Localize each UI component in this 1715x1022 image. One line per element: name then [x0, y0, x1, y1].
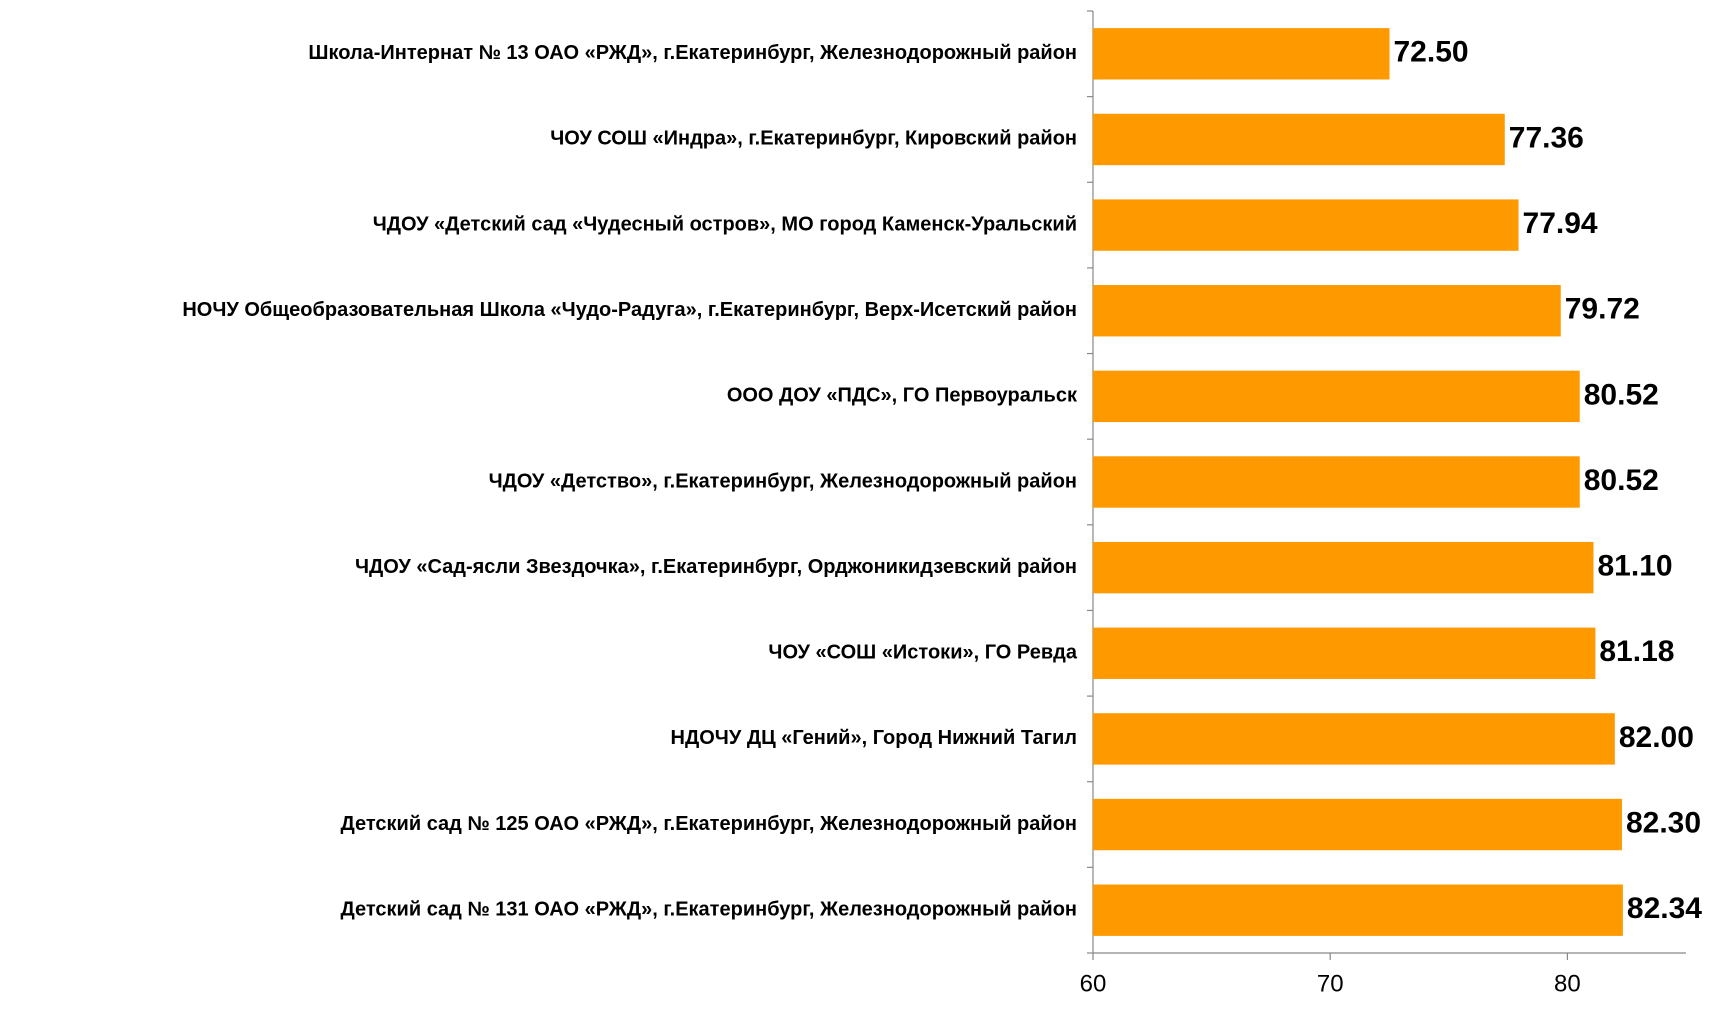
bar	[1093, 627, 1596, 679]
value-label: 80.52	[1584, 378, 1659, 411]
bar	[1093, 285, 1561, 337]
bar	[1093, 456, 1580, 508]
bar	[1093, 884, 1623, 936]
bar	[1093, 28, 1390, 80]
value-label: 82.34	[1627, 892, 1702, 925]
bar	[1093, 113, 1505, 166]
value-label: 77.94	[1523, 207, 1598, 240]
value-label: 77.36	[1509, 121, 1584, 154]
category-label: Детский сад № 131 ОАО «РЖД», г.Екатеринб…	[341, 898, 1077, 920]
value-label: 82.00	[1619, 721, 1694, 754]
value-label: 81.10	[1597, 550, 1672, 583]
category-label: ЧДОУ «Детский сад «Чудесный остров», МО …	[373, 213, 1077, 235]
category-label: ЧДОУ «Детство», г.Екатеринбург, Железнод…	[489, 470, 1077, 492]
bar	[1093, 370, 1580, 423]
category-label: ЧОУ «СОШ «Истоки», ГО Ревда	[768, 642, 1077, 664]
category-label: Детский сад № 125 ОАО «РЖД», г.Екатеринб…	[341, 813, 1077, 835]
value-label: 79.72	[1565, 293, 1640, 326]
value-label: 72.50	[1394, 36, 1469, 69]
x-tick-label: 80	[1554, 970, 1581, 997]
value-label: 81.18	[1599, 635, 1674, 668]
category-label: ООО ДОУ «ПДС», ГО Первоуральск	[727, 385, 1078, 407]
category-label: Школа-Интернат № 13 ОАО «РЖД», г.Екатери…	[308, 42, 1077, 64]
bar	[1093, 199, 1519, 251]
category-label: НДОЧУ ДЦ «Гений», Город Нижний Тагил	[671, 727, 1077, 749]
bar	[1093, 541, 1594, 594]
bar	[1093, 798, 1622, 851]
category-label: ЧОУ СОШ «Индра», г.Екатеринбург, Кировск…	[550, 128, 1077, 150]
value-label: 82.30	[1626, 806, 1701, 839]
x-tick-label: 70	[1317, 970, 1344, 997]
bar	[1093, 713, 1615, 765]
value-label: 80.52	[1584, 464, 1659, 497]
x-tick-label: 60	[1080, 970, 1107, 997]
category-label: НОЧУ Общеобразовательная Школа «Чудо-Рад…	[182, 299, 1077, 321]
category-label: ЧДОУ «Сад-ясли Звездочка», г.Екатеринбур…	[355, 556, 1077, 578]
